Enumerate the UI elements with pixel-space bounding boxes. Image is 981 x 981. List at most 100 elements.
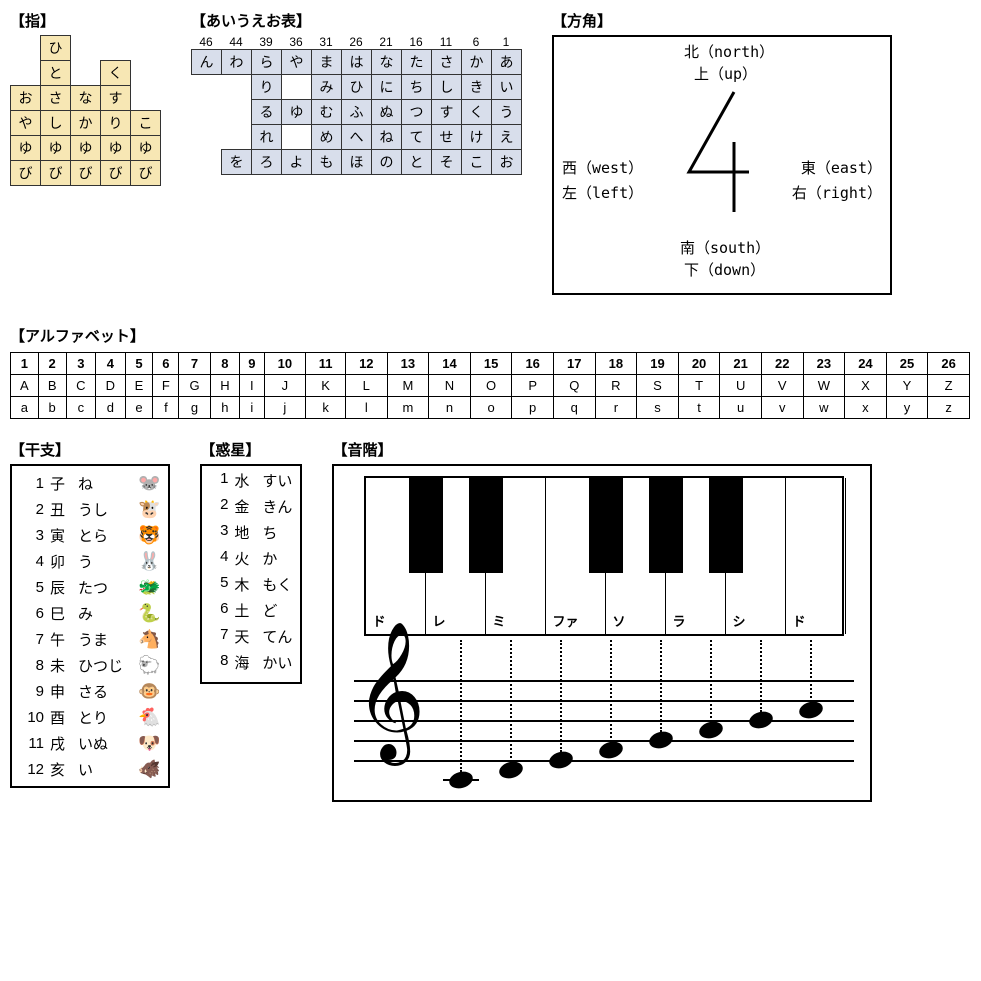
alphabet-cell: d (96, 397, 126, 419)
zodiac-num: 6 (20, 605, 44, 622)
hiragana-cell: み (312, 75, 342, 100)
note-label: ファ (552, 611, 578, 630)
piano-keyboard: ドレミファソラシド (364, 476, 844, 636)
alphabet-cell: k (306, 397, 346, 419)
zodiac-reading: ひつじ (78, 655, 132, 676)
music-note (648, 729, 675, 751)
hiragana-cell: の (372, 150, 402, 175)
zodiac-num: 4 (20, 553, 44, 570)
hiragana-cell: ろ (252, 150, 282, 175)
note-dash (760, 640, 762, 712)
planet-num: 8 (210, 652, 228, 678)
hiragana-col-num: 36 (281, 35, 311, 49)
planets-box: 1 水 すい2 金 きん3 地 ち4 火 か5 木 もく6 土 ど7 天 てん8… (200, 464, 302, 684)
zodiac-box: 1 子 ね 🐭2 丑 うし 🐮3 寅 とら 🐯4 卯 う 🐰5 辰 たつ 🐲6 … (10, 464, 170, 788)
alphabet-cell: Y (886, 375, 928, 397)
planet-kanji: 天 (234, 626, 256, 652)
hiragana-cell: を (222, 150, 252, 175)
zodiac-animal-icon: 🐴 (138, 629, 160, 650)
alphabet-cell: B (38, 375, 66, 397)
hiragana-headers: 46443936312621161161 (191, 35, 522, 49)
hiragana-cell: に (372, 75, 402, 100)
zodiac-reading: う (78, 551, 132, 572)
planet-row: 5 木 もく (210, 574, 292, 600)
alphabet-cell: 17 (553, 353, 595, 375)
alphabet-cell: 15 (470, 353, 512, 375)
planet-reading: きん (262, 496, 292, 522)
hiragana-cell (192, 75, 222, 100)
zodiac-animal-icon: 🐵 (138, 681, 160, 702)
zodiac-kanji: 辰 (50, 577, 72, 598)
finger-cell: ゆ (71, 136, 101, 161)
alphabet-cell: 12 (346, 353, 388, 375)
finger-cell: ゆ (101, 136, 131, 161)
hiragana-cell: か (462, 50, 492, 75)
note-label: ソ (612, 611, 625, 630)
alphabet-cell: 21 (720, 353, 762, 375)
alphabet-cell: 7 (179, 353, 210, 375)
staff-line (354, 720, 854, 722)
alphabet-cell: n (429, 397, 471, 419)
hiragana-cell: そ (432, 150, 462, 175)
zodiac-section: 【干支】 1 子 ね 🐭2 丑 うし 🐮3 寅 とら 🐯4 卯 う 🐰5 辰 た… (10, 439, 170, 788)
zodiac-row: 12 亥 い 🐗 (20, 756, 160, 782)
alphabet-cell: M (387, 375, 429, 397)
zodiac-reading: み (78, 603, 132, 624)
hiragana-col-num: 16 (401, 35, 431, 49)
alphabet-cell: X (845, 375, 887, 397)
zodiac-num: 11 (20, 735, 44, 752)
ledger-line (443, 779, 479, 781)
compass-box: 北（north） 上（up） 西（west） 左（left） 東（east） 右… (552, 35, 892, 295)
alphabet-cell: 6 (153, 353, 179, 375)
hiragana-cell: と (402, 150, 432, 175)
planet-row: 2 金 きん (210, 496, 292, 522)
zodiac-title: 【干支】 (10, 439, 170, 460)
hiragana-cell (282, 125, 312, 150)
hiragana-cell: ひ (342, 75, 372, 100)
hiragana-cell: ら (252, 50, 282, 75)
hiragana-col-num: 44 (221, 35, 251, 49)
hiragana-cell: け (462, 125, 492, 150)
alphabet-cell: 24 (845, 353, 887, 375)
zodiac-num: 10 (20, 709, 44, 726)
note-label: シ (732, 611, 745, 630)
finger-cell: ゆ (11, 136, 41, 161)
planet-num: 5 (210, 574, 228, 600)
zodiac-kanji: 戌 (50, 733, 72, 754)
planet-num: 6 (210, 600, 228, 626)
alphabet-cell: 2 (38, 353, 66, 375)
zodiac-row: 11 戌 いぬ 🐶 (20, 730, 160, 756)
music-note (698, 719, 725, 741)
hiragana-cell (222, 75, 252, 100)
alphabet-cell: U (720, 375, 762, 397)
alphabet-cell: 19 (637, 353, 679, 375)
alphabet-cell: i (240, 397, 264, 419)
alphabet-cell: 25 (886, 353, 928, 375)
black-key (409, 478, 443, 573)
zodiac-kanji: 巳 (50, 603, 72, 624)
zodiac-reading: うま (78, 629, 132, 650)
alphabet-cell: P (512, 375, 554, 397)
hiragana-cell: つ (402, 100, 432, 125)
note-label: ラ (672, 611, 685, 630)
zodiac-animal-icon: 🐶 (138, 733, 160, 754)
hiragana-title: 【あいうえお表】 (191, 10, 522, 31)
alphabet-table: 1234567891011121314151617181920212223242… (10, 352, 970, 419)
zodiac-kanji: 丑 (50, 499, 72, 520)
zodiac-kanji: 子 (50, 473, 72, 494)
zodiac-animal-icon: 🐰 (138, 551, 160, 572)
note-dash (710, 640, 712, 722)
alphabet-cell: 22 (761, 353, 803, 375)
zodiac-row: 9 申 さる 🐵 (20, 678, 160, 704)
hiragana-cell: く (462, 100, 492, 125)
hiragana-cell: い (492, 75, 522, 100)
zodiac-num: 1 (20, 475, 44, 492)
planet-kanji: 土 (234, 600, 256, 626)
zodiac-kanji: 亥 (50, 759, 72, 780)
alphabet-cell: G (179, 375, 210, 397)
hiragana-cell: こ (462, 150, 492, 175)
zodiac-reading: とり (78, 707, 132, 728)
alphabet-cell: 23 (803, 353, 845, 375)
hiragana-cell: ん (192, 50, 222, 75)
hiragana-cell (222, 125, 252, 150)
